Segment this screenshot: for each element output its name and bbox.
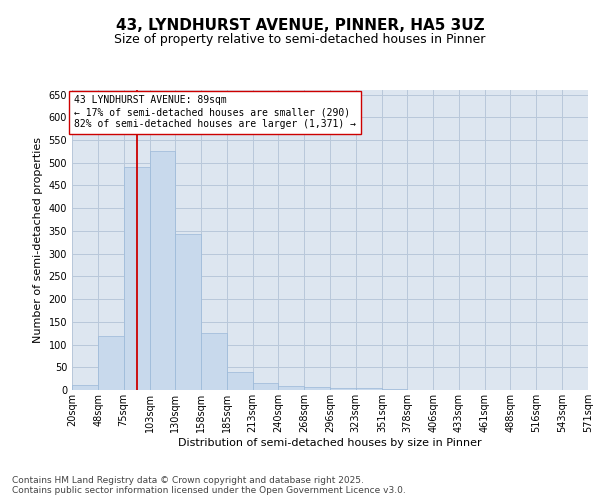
Bar — [278, 386, 304, 390]
X-axis label: Distribution of semi-detached houses by size in Pinner: Distribution of semi-detached houses by … — [178, 438, 482, 448]
Bar — [304, 388, 331, 390]
Text: 43 LYNDHURST AVENUE: 89sqm
← 17% of semi-detached houses are smaller (290)
82% o: 43 LYNDHURST AVENUE: 89sqm ← 17% of semi… — [74, 96, 356, 128]
Text: 43, LYNDHURST AVENUE, PINNER, HA5 3UZ: 43, LYNDHURST AVENUE, PINNER, HA5 3UZ — [116, 18, 484, 32]
Bar — [588, 388, 600, 390]
Bar — [98, 336, 124, 390]
Bar — [227, 372, 253, 390]
Bar — [72, 386, 98, 390]
Bar — [150, 152, 175, 390]
Bar — [356, 388, 382, 390]
Bar — [175, 234, 201, 390]
Bar — [124, 168, 150, 390]
Text: Contains HM Land Registry data © Crown copyright and database right 2025.
Contai: Contains HM Land Registry data © Crown c… — [12, 476, 406, 495]
Bar — [331, 388, 356, 390]
Text: Size of property relative to semi-detached houses in Pinner: Size of property relative to semi-detach… — [115, 32, 485, 46]
Y-axis label: Number of semi-detached properties: Number of semi-detached properties — [33, 137, 43, 343]
Bar — [201, 333, 227, 390]
Bar — [253, 383, 278, 390]
Bar — [382, 389, 407, 390]
